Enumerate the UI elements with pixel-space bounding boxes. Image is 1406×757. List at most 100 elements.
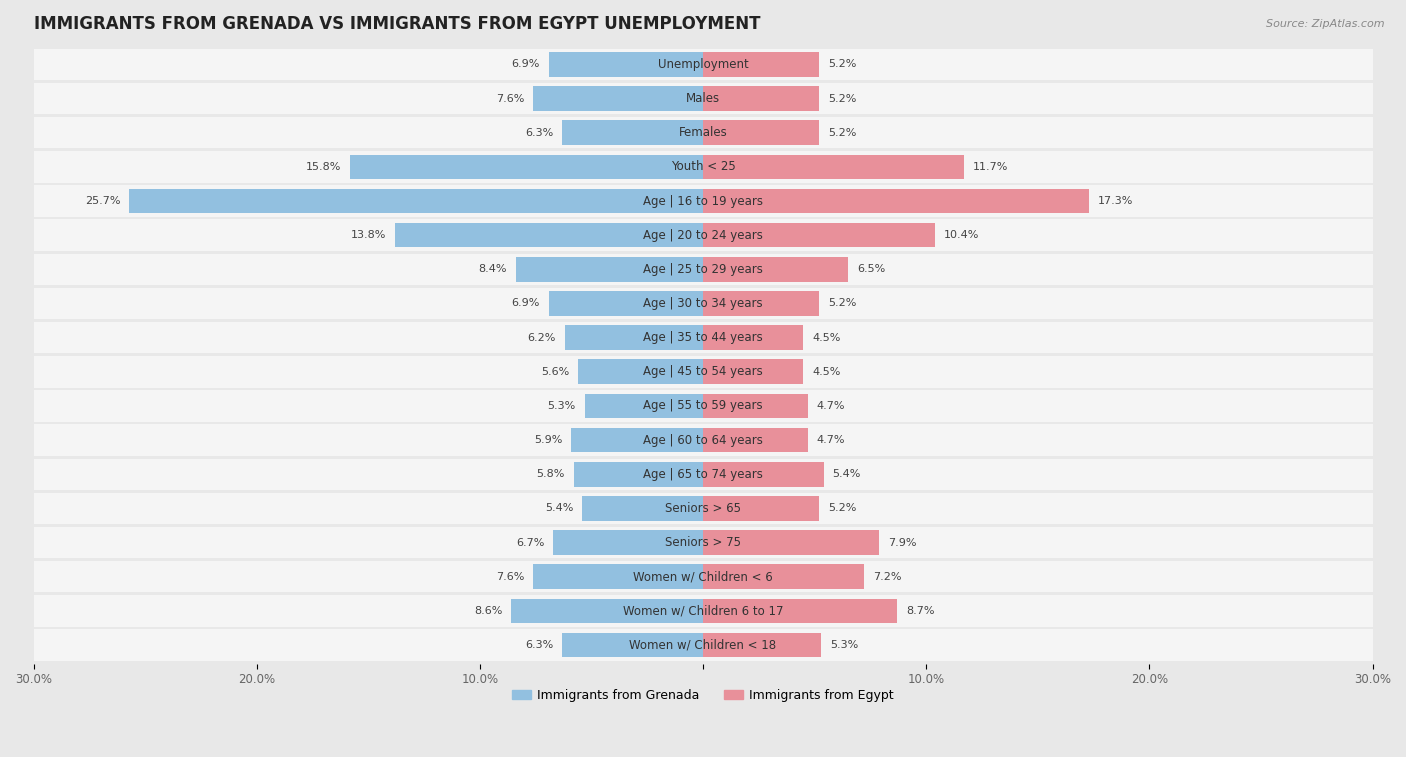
Bar <box>703 326 803 350</box>
Text: 4.7%: 4.7% <box>817 401 845 411</box>
Bar <box>34 83 1372 114</box>
Text: 7.2%: 7.2% <box>873 572 901 581</box>
Text: 7.6%: 7.6% <box>496 94 524 104</box>
Bar <box>34 629 1372 661</box>
Bar <box>703 462 824 487</box>
Text: 5.3%: 5.3% <box>830 640 859 650</box>
Text: Age | 55 to 59 years: Age | 55 to 59 years <box>643 400 763 413</box>
Text: 13.8%: 13.8% <box>350 230 387 240</box>
Text: 5.2%: 5.2% <box>828 94 856 104</box>
Text: 5.2%: 5.2% <box>828 503 856 513</box>
Bar <box>516 257 703 282</box>
Bar <box>565 326 703 350</box>
Bar <box>703 394 808 418</box>
Bar <box>703 52 820 76</box>
Bar <box>703 291 820 316</box>
Text: Source: ZipAtlas.com: Source: ZipAtlas.com <box>1267 19 1385 29</box>
Bar <box>34 185 1372 217</box>
Bar <box>34 151 1372 182</box>
Bar <box>395 223 703 248</box>
Bar <box>350 154 703 179</box>
Bar <box>34 48 1372 80</box>
Text: Age | 65 to 74 years: Age | 65 to 74 years <box>643 468 763 481</box>
Text: Seniors > 75: Seniors > 75 <box>665 536 741 549</box>
Text: 8.6%: 8.6% <box>474 606 502 616</box>
Bar <box>703 188 1090 213</box>
Bar <box>34 493 1372 524</box>
Bar <box>34 117 1372 148</box>
Bar <box>34 595 1372 627</box>
Text: 5.6%: 5.6% <box>541 367 569 377</box>
Text: Age | 25 to 29 years: Age | 25 to 29 years <box>643 263 763 276</box>
Text: 4.5%: 4.5% <box>813 332 841 343</box>
Text: 5.3%: 5.3% <box>547 401 576 411</box>
Bar <box>703 86 820 111</box>
Text: 7.6%: 7.6% <box>496 572 524 581</box>
Text: Seniors > 65: Seniors > 65 <box>665 502 741 515</box>
Bar <box>571 428 703 453</box>
Bar <box>703 154 965 179</box>
Bar <box>34 356 1372 388</box>
Bar <box>578 360 703 384</box>
Bar <box>548 52 703 76</box>
Text: 6.5%: 6.5% <box>858 264 886 274</box>
Text: 5.9%: 5.9% <box>534 435 562 445</box>
Bar <box>554 530 703 555</box>
Bar <box>703 633 821 657</box>
Text: 17.3%: 17.3% <box>1098 196 1133 206</box>
Bar <box>703 530 879 555</box>
Bar <box>34 220 1372 251</box>
Bar <box>562 633 703 657</box>
Text: 4.7%: 4.7% <box>817 435 845 445</box>
Bar <box>703 599 897 623</box>
Bar <box>129 188 703 213</box>
Bar <box>703 428 808 453</box>
Text: Age | 60 to 64 years: Age | 60 to 64 years <box>643 434 763 447</box>
Text: 5.8%: 5.8% <box>536 469 565 479</box>
Text: 6.9%: 6.9% <box>512 60 540 70</box>
Bar <box>703 565 863 589</box>
Bar <box>703 223 935 248</box>
Text: 15.8%: 15.8% <box>307 162 342 172</box>
Bar <box>574 462 703 487</box>
Text: 4.5%: 4.5% <box>813 367 841 377</box>
Bar <box>34 322 1372 354</box>
Text: Age | 16 to 19 years: Age | 16 to 19 years <box>643 195 763 207</box>
Text: Women w/ Children < 18: Women w/ Children < 18 <box>630 638 776 652</box>
Bar <box>34 527 1372 558</box>
Text: 5.4%: 5.4% <box>546 503 574 513</box>
Text: Women w/ Children < 6: Women w/ Children < 6 <box>633 570 773 583</box>
Text: Females: Females <box>679 126 727 139</box>
Text: 5.4%: 5.4% <box>832 469 860 479</box>
Bar <box>703 496 820 521</box>
Bar <box>703 360 803 384</box>
Text: 6.9%: 6.9% <box>512 298 540 309</box>
Text: Age | 20 to 24 years: Age | 20 to 24 years <box>643 229 763 241</box>
Bar <box>34 425 1372 456</box>
Bar <box>548 291 703 316</box>
Text: 25.7%: 25.7% <box>84 196 121 206</box>
Text: IMMIGRANTS FROM GRENADA VS IMMIGRANTS FROM EGYPT UNEMPLOYMENT: IMMIGRANTS FROM GRENADA VS IMMIGRANTS FR… <box>34 15 761 33</box>
Legend: Immigrants from Grenada, Immigrants from Egypt: Immigrants from Grenada, Immigrants from… <box>508 684 898 707</box>
Text: 8.7%: 8.7% <box>905 606 935 616</box>
Text: Women w/ Children 6 to 17: Women w/ Children 6 to 17 <box>623 604 783 618</box>
Bar <box>533 565 703 589</box>
Text: 6.7%: 6.7% <box>516 537 544 547</box>
Bar <box>562 120 703 145</box>
Text: 8.4%: 8.4% <box>478 264 506 274</box>
Text: 7.9%: 7.9% <box>889 537 917 547</box>
Text: 5.2%: 5.2% <box>828 60 856 70</box>
Text: Males: Males <box>686 92 720 105</box>
Bar <box>34 459 1372 490</box>
Bar <box>703 120 820 145</box>
Bar <box>533 86 703 111</box>
Text: Age | 30 to 34 years: Age | 30 to 34 years <box>643 297 763 310</box>
Text: 6.2%: 6.2% <box>527 332 555 343</box>
Bar <box>34 288 1372 319</box>
Bar <box>585 394 703 418</box>
Bar <box>34 390 1372 422</box>
Text: 6.3%: 6.3% <box>526 640 554 650</box>
Text: 11.7%: 11.7% <box>973 162 1008 172</box>
Text: 5.2%: 5.2% <box>828 298 856 309</box>
Text: 10.4%: 10.4% <box>943 230 980 240</box>
